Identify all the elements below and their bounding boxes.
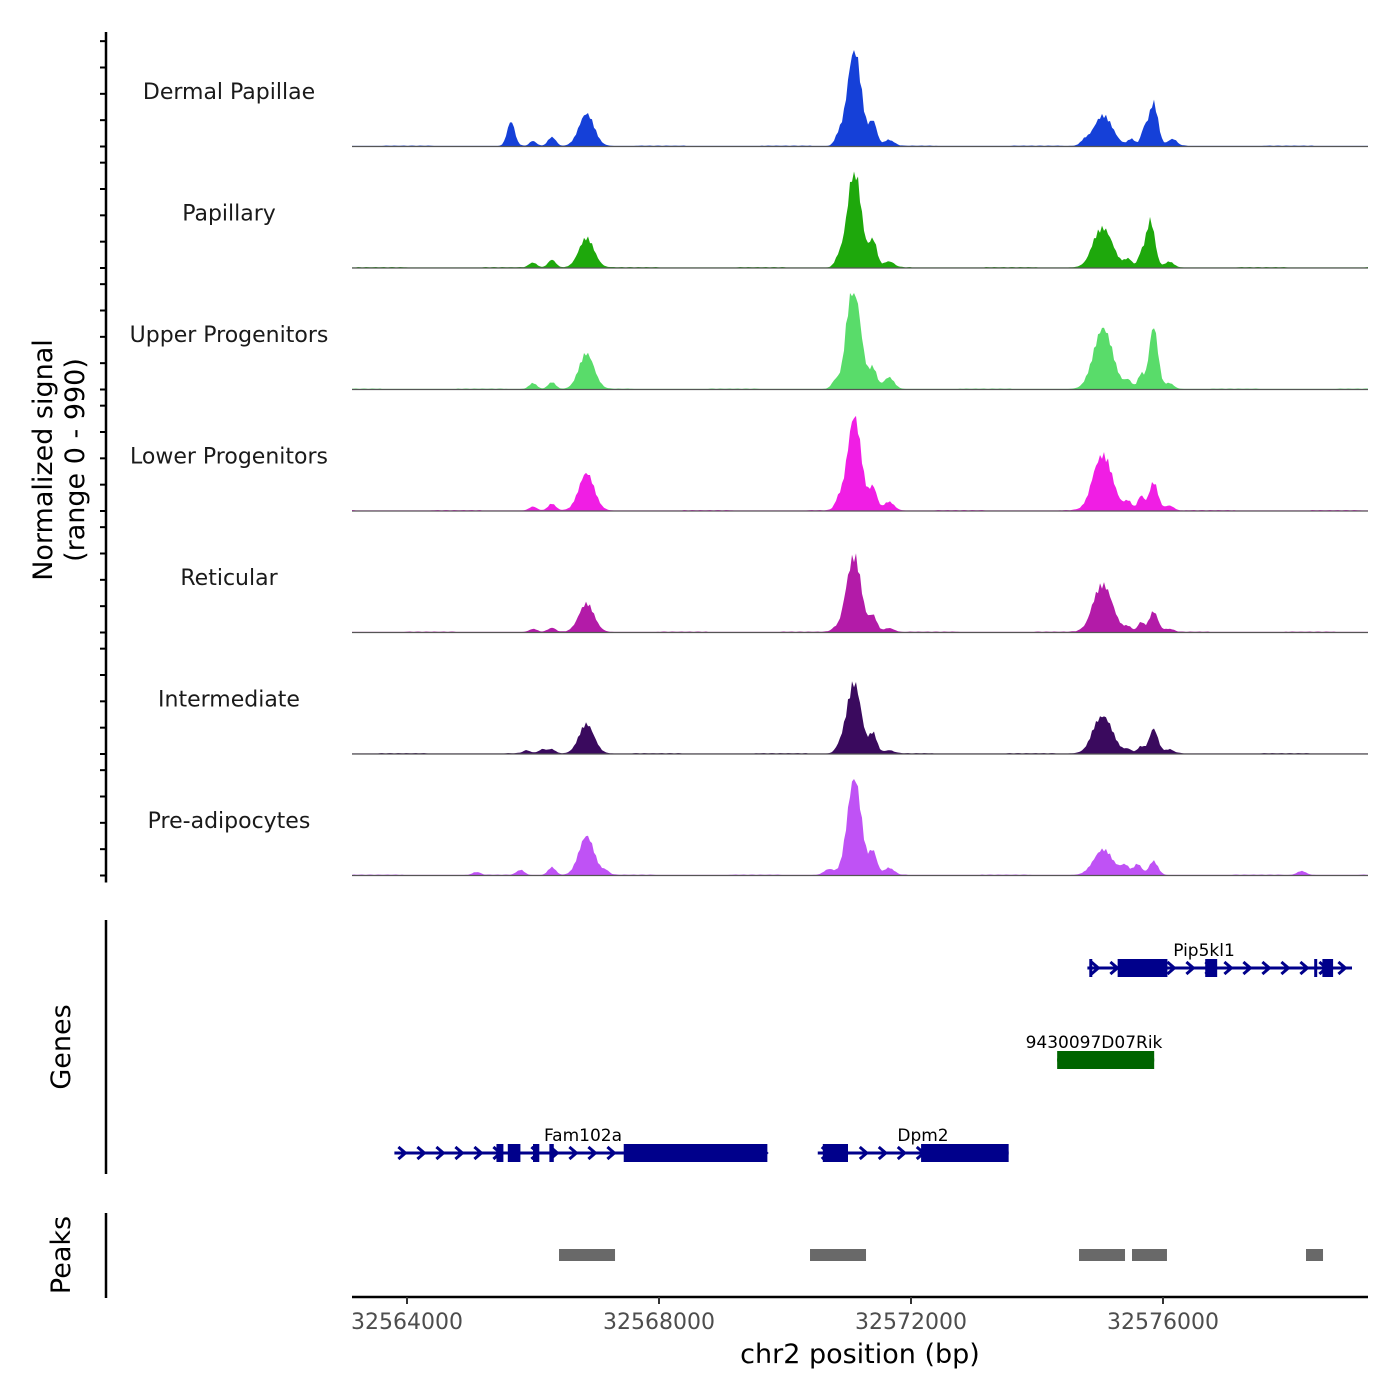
- strand-arrow-icon: [1337, 960, 1348, 976]
- x-tick-label: 32564000: [351, 1310, 463, 1335]
- gene-exon: [496, 1144, 504, 1162]
- strand-arrow-icon: [896, 1145, 908, 1161]
- strand-arrow-icon: [1223, 960, 1234, 976]
- coverage-area-3: [352, 415, 1368, 511]
- strand-arrow-icon: [1299, 960, 1310, 976]
- coverage-area-6: [352, 779, 1368, 876]
- strand-arrow-icon: [568, 1145, 579, 1161]
- x-tick-label: 32576000: [1107, 1310, 1219, 1335]
- coverage-area-2: [352, 293, 1368, 390]
- strand-arrow-icon: [397, 1145, 408, 1161]
- gene-label: Fam102a: [544, 1126, 622, 1146]
- track-label: Intermediate: [158, 688, 300, 713]
- gene-exon: [921, 1144, 1009, 1162]
- peaks-track: [559, 1249, 1324, 1261]
- gene-exon: [1205, 959, 1218, 977]
- strand-arrow-icon: [1261, 960, 1272, 976]
- track-label: Pre-adipocytes: [148, 809, 311, 834]
- strand-arrow-icon: [1185, 960, 1196, 976]
- strand-arrow-icon: [473, 1145, 484, 1161]
- gene-Pip5kl1: Pip5kl1: [1087, 941, 1352, 977]
- gene-exon: [1089, 959, 1093, 977]
- strand-arrow-icon: [1280, 960, 1291, 976]
- coverage-area-5: [352, 681, 1368, 754]
- track-label: Dermal Papillae: [143, 80, 315, 105]
- gene-exon: [822, 1144, 848, 1162]
- gene-label: Dpm2: [897, 1126, 948, 1146]
- coverage-area-1: [352, 171, 1368, 268]
- gene-exon: [1117, 959, 1168, 977]
- peak-region: [1132, 1249, 1167, 1261]
- peak-region: [1079, 1249, 1126, 1261]
- genes-track-label: Genes: [46, 1004, 77, 1089]
- peak-region: [559, 1249, 616, 1261]
- strand-arrow-icon: [858, 1145, 870, 1161]
- strand-arrow-icon: [1242, 960, 1253, 976]
- track-label: Upper Progenitors: [130, 323, 329, 348]
- strand-arrow-icon: [454, 1145, 465, 1161]
- gene-label: 9430097D07Rik: [1026, 1033, 1163, 1053]
- gene-exon: [533, 1144, 540, 1162]
- strand-arrow-icon: [416, 1145, 427, 1161]
- peak-region: [1306, 1249, 1324, 1261]
- gene-exon: [549, 1144, 554, 1162]
- strand-arrow-icon: [1166, 960, 1177, 976]
- strand-arrow-icon: [587, 1145, 598, 1161]
- gene-label: Pip5kl1: [1173, 941, 1235, 961]
- coverage-area-0: [352, 50, 1368, 147]
- strand-arrow-icon: [606, 1145, 617, 1161]
- coverage-area-4: [352, 553, 1368, 633]
- coverage-y-axis: [100, 32, 108, 883]
- track-label: Lower Progenitors: [130, 445, 328, 470]
- peaks-track-label: Peaks: [46, 1216, 77, 1294]
- y-axis-label-line2: (range 0 - 990): [60, 358, 91, 562]
- track-label: Reticular: [180, 566, 278, 591]
- track-label: Papillary: [182, 202, 276, 227]
- gene-exon: [507, 1144, 521, 1162]
- gene-Dpm2: Dpm2: [817, 1126, 1009, 1162]
- x-axis-label: chr2 position (bp): [740, 1339, 980, 1370]
- strand-arrow-icon: [877, 1145, 889, 1161]
- gene-annotation-track: Pip5kl1 9430097D07Rik Fam102a Dpm2: [394, 941, 1352, 1162]
- x-tick-label: 32572000: [855, 1310, 967, 1335]
- gene-exon: [1057, 1051, 1155, 1069]
- x-axis-ticks: 32564000 32568000 32572000 32576000: [351, 1297, 1219, 1335]
- coverage-tracks: Dermal Papillae Papillary Upper Progenitor…: [130, 50, 1368, 877]
- gene-exon: [1322, 959, 1334, 977]
- x-tick-label: 32568000: [603, 1310, 715, 1335]
- strand-arrow-icon: [1109, 960, 1120, 976]
- gene-exon: [623, 1144, 768, 1162]
- gene-exon: [1314, 959, 1318, 977]
- gene-9430097D07Rik: 9430097D07Rik: [1026, 1033, 1163, 1069]
- strand-arrow-icon: [435, 1145, 446, 1161]
- strand-arrow-icon: [1090, 960, 1101, 976]
- gene-Fam102a: Fam102a: [394, 1126, 769, 1162]
- y-axis-label-line1: Normalized signal: [28, 339, 59, 581]
- peak-region: [810, 1249, 867, 1261]
